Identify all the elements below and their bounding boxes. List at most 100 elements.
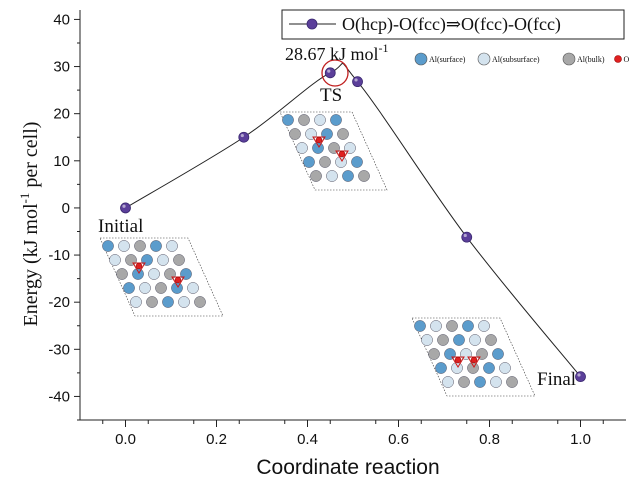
surface-atom-icon <box>414 52 428 66</box>
lattice-atom <box>458 376 470 388</box>
lattice-atom <box>319 156 331 168</box>
oxygen-atom <box>338 150 346 158</box>
x-tick-label: 0.0 <box>115 431 136 448</box>
x-tick-label: 0.2 <box>206 431 227 448</box>
lattice-atom <box>460 348 472 360</box>
y-tick-label: 10 <box>53 153 70 170</box>
lattice-atom <box>428 348 440 360</box>
lattice-atom <box>451 362 463 374</box>
x-axis-label: Coordinate reaction <box>256 456 439 479</box>
legend: O(hcp)-O(fcc)⇒O(fcc)-O(fcc) <box>281 9 625 40</box>
ts-energy-label: 28.67 kJ mol-1 <box>285 41 389 64</box>
energy-curve <box>125 63 581 377</box>
lattice-atom <box>414 320 426 332</box>
y-tick-label: 20 <box>53 106 70 123</box>
lattice-atom <box>303 156 315 168</box>
lattice-atom <box>483 362 495 374</box>
ts-energy-value: 28.67 kJ mol <box>285 44 379 64</box>
lattice-atom <box>310 170 322 182</box>
final-label: Final <box>537 369 576 390</box>
axis-labels: Coordinate reaction Energy (kJ mol-1 per… <box>17 122 440 479</box>
y-tick-label: 30 <box>53 59 70 76</box>
oxygen-atom <box>135 262 143 270</box>
lattice-atom <box>444 348 456 360</box>
atom-legend-label: Al(surface) <box>429 55 466 64</box>
data-point-highlight <box>463 233 467 238</box>
data-point-highlight <box>577 373 581 377</box>
lattice-atom <box>485 334 497 346</box>
ts-label: TS <box>320 85 342 106</box>
subsurface-atom-icon <box>477 52 491 66</box>
lattice-atom <box>492 348 504 360</box>
data-point <box>324 67 336 79</box>
lattice-atom <box>178 296 190 308</box>
lattice-atom <box>132 268 144 280</box>
lattice-atom <box>109 254 121 266</box>
energy-curve-line <box>125 63 581 377</box>
lattice-atom <box>173 254 185 266</box>
lattice-atom <box>166 240 178 252</box>
y-tick-label: -10 <box>48 247 70 264</box>
lattice-atom <box>321 128 333 140</box>
lattice-atom <box>462 320 474 332</box>
lattice-atom <box>134 240 146 252</box>
data-point-highlight <box>122 204 126 208</box>
lattice-atom <box>187 282 199 294</box>
data-point <box>575 371 586 383</box>
lattice-atom <box>314 114 326 126</box>
oxygen-atom <box>174 276 182 284</box>
y-axis-label-sup: -1 <box>17 193 32 204</box>
lattice-atom <box>162 296 174 308</box>
lattice-atom <box>351 156 363 168</box>
lattice-atom <box>148 268 160 280</box>
lattice-atom <box>435 362 447 374</box>
atom-legend-label: O <box>624 55 630 64</box>
lattice-atom <box>478 320 490 332</box>
lattice-atom <box>446 320 458 332</box>
ticks: 0.0 0.2 0.4 0.6 0.8 1.0 40 30 20 10 0 -10 -20 -30 -40 <box>48 11 604 448</box>
x-tick-label: 0.6 <box>388 431 409 448</box>
y-tick-label: -40 <box>48 388 70 405</box>
structure-inset <box>279 111 388 191</box>
lattice-atom <box>180 268 192 280</box>
annotations: 28.67 kJ mol-1 TS Initial Final <box>98 41 576 390</box>
y-tick-label: -30 <box>48 341 70 358</box>
x-tick-label: 0.4 <box>297 431 318 448</box>
lattice-atom <box>150 240 162 252</box>
structure-insets <box>99 111 536 397</box>
lattice-atom <box>155 282 167 294</box>
oxygen-atom <box>454 356 462 364</box>
lattice-atom <box>194 296 206 308</box>
bulk-atom-icon <box>562 52 576 66</box>
lattice-atom <box>289 128 301 140</box>
lattice-atom <box>453 334 465 346</box>
legend-series-label: O(hcp)-O(fcc)⇒O(fcc)-O(fcc) <box>342 14 561 35</box>
lattice-atom <box>335 156 347 168</box>
lattice-atom <box>476 348 488 360</box>
lattice-atom <box>342 170 354 182</box>
data-point <box>352 76 363 88</box>
axes <box>79 10 626 421</box>
legend-box <box>281 9 625 40</box>
oxygen-atom <box>315 136 323 144</box>
lattice-atom <box>490 376 502 388</box>
initial-label: Initial <box>98 216 143 237</box>
data-points <box>120 67 586 383</box>
atom-legend-label: Al(bulk) <box>577 55 605 64</box>
lattice-atom <box>157 254 169 266</box>
lattice-atom <box>330 114 342 126</box>
oxygen-atom-icon <box>614 55 622 63</box>
lattice-atom <box>139 282 151 294</box>
oxygen-atom <box>470 356 478 364</box>
structure-inset <box>99 237 224 317</box>
lattice-atom <box>326 170 338 182</box>
lattice-atom <box>130 296 142 308</box>
data-point-highlight <box>327 69 331 73</box>
ts-highlight-ring <box>321 59 349 87</box>
lattice-atom <box>141 254 153 266</box>
y-axis-label: Energy (kJ mol-1 per cell) <box>17 122 42 327</box>
unit-cell-outline <box>279 111 388 191</box>
lattice-atom <box>337 128 349 140</box>
lattice-atom <box>467 362 479 374</box>
lattice-atom <box>164 268 176 280</box>
